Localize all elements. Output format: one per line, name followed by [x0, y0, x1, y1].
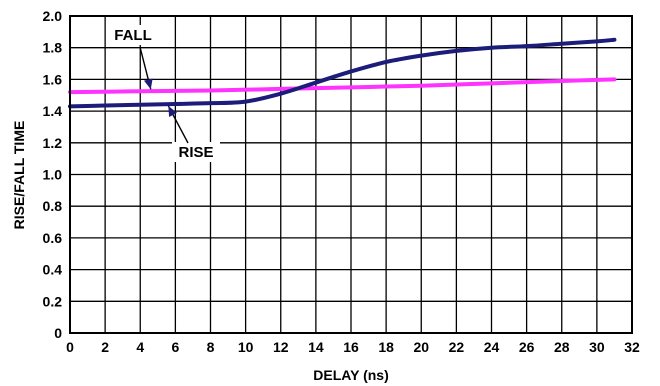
x-tick-label: 6: [171, 339, 179, 355]
x-tick-label: 0: [66, 339, 74, 355]
x-axis-title: DELAY (ns): [313, 367, 388, 383]
x-tick-label: 28: [554, 339, 570, 355]
x-tick-label: 22: [449, 339, 465, 355]
y-tick-labels: 0 0.2 0.4 0.6 0.8 1.0 1.2 1.4 1.6 1.8 2.0: [43, 8, 63, 341]
x-tick-label: 30: [589, 339, 605, 355]
x-tick-label: 24: [484, 339, 500, 355]
series-layer: [68, 37, 617, 109]
x-tick-label: 12: [273, 339, 289, 355]
rise-annotation-label-bg: [172, 142, 220, 162]
series-line-rise: [68, 37, 617, 109]
grid: [69, 15, 633, 334]
y-tick-label: 0.4: [43, 262, 63, 278]
x-tick-label: 10: [238, 339, 254, 355]
y-tick-label: 0.8: [43, 198, 63, 214]
x-tick-label: 20: [413, 339, 429, 355]
x-tick-label: 32: [624, 339, 640, 355]
x-tick-label: 18: [378, 339, 394, 355]
x-tick-label: 8: [207, 339, 215, 355]
y-tick-label: 1.8: [43, 40, 63, 56]
y-tick-label: 0: [54, 325, 62, 341]
y-tick-label: 1.6: [43, 71, 63, 87]
series-line-fall: [68, 77, 617, 95]
x-tick-label: 4: [136, 339, 144, 355]
y-tick-label: 0.6: [43, 230, 63, 246]
rise-annotation-label: RISE: [178, 144, 213, 161]
fall-annotation-label: FALL: [114, 27, 152, 44]
x-tick-label: 26: [519, 339, 535, 355]
y-tick-label: 1.0: [43, 167, 63, 183]
fall-annotation-arrowhead: [143, 78, 153, 90]
y-tick-label: 1.4: [43, 103, 63, 119]
x-tick-label: 2: [101, 339, 109, 355]
rise-annotation-arrowhead: [168, 105, 178, 117]
x-tick-labels: 0 2 4 6 8 10 12 14 16 18 20 22 24 26 28 30 32: [66, 339, 640, 355]
y-tick-label: 1.2: [43, 135, 63, 151]
annotations: FALL RISE: [109, 25, 220, 162]
y-tick-label: 0.2: [43, 293, 63, 309]
plot-border: [69, 15, 633, 334]
y-axis-title: RISE/FALL TIME: [11, 121, 27, 230]
x-tick-label: 14: [308, 339, 324, 355]
y-tick-label: 2.0: [43, 8, 63, 24]
fall-annotation-label-bg: [109, 25, 157, 45]
x-tick-label: 16: [343, 339, 359, 355]
plot-frame: [69, 15, 633, 334]
